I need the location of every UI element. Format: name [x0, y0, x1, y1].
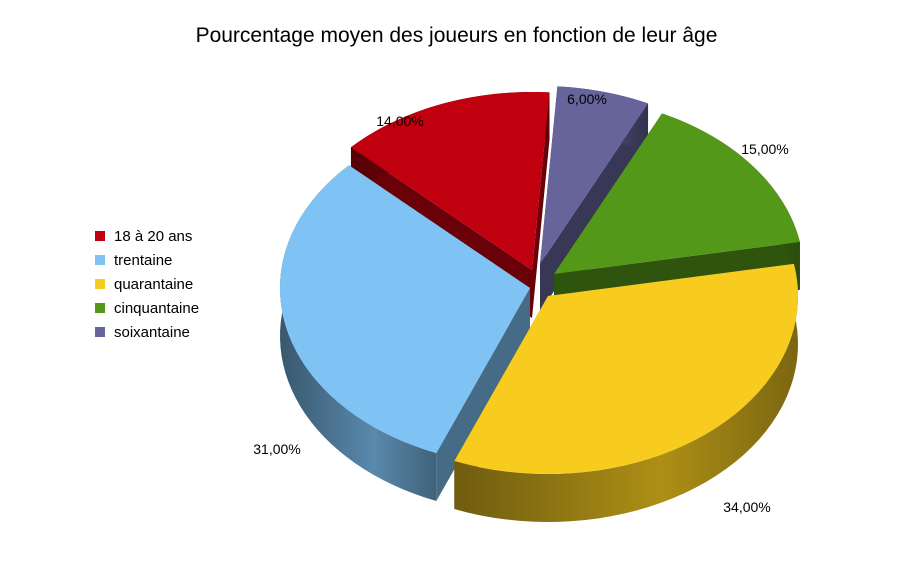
data-label-quarantaine: 34,00% [723, 499, 770, 515]
legend: 18 à 20 ans trentaine quarantaine cinquanta… [95, 224, 199, 344]
legend-item-soixantaine: soixantaine [95, 320, 199, 344]
chart-title: Pourcentage moyen des joueurs en fonctio… [195, 24, 718, 47]
legend-label: trentaine [114, 251, 173, 269]
pie-slice-trentaine [280, 165, 530, 502]
legend-swatch [95, 303, 105, 313]
pie-slice-quarantaine [454, 263, 799, 522]
legend-item-trentaine: trentaine [95, 248, 199, 272]
legend-swatch [95, 327, 105, 337]
data-label-trentaine: 31,00% [253, 441, 300, 457]
legend-item-cinquantaine: cinquantaine [95, 296, 199, 320]
legend-swatch [95, 231, 105, 241]
legend-label: soixantaine [114, 323, 190, 341]
data-label-soixantaine: 6,00% [567, 91, 607, 107]
legend-item-18-a-20-ans: 18 à 20 ans [95, 224, 199, 248]
data-label-18-a-20-ans: 14,00% [376, 113, 423, 129]
data-label-cinquantaine: 15,00% [741, 141, 788, 157]
legend-swatch [95, 279, 105, 289]
legend-swatch [95, 255, 105, 265]
legend-label: cinquantaine [114, 299, 200, 317]
legend-label: quarantaine [114, 275, 194, 293]
legend-label: 18 à 20 ans [114, 227, 193, 245]
legend-item-quarantaine: quarantaine [95, 272, 199, 296]
